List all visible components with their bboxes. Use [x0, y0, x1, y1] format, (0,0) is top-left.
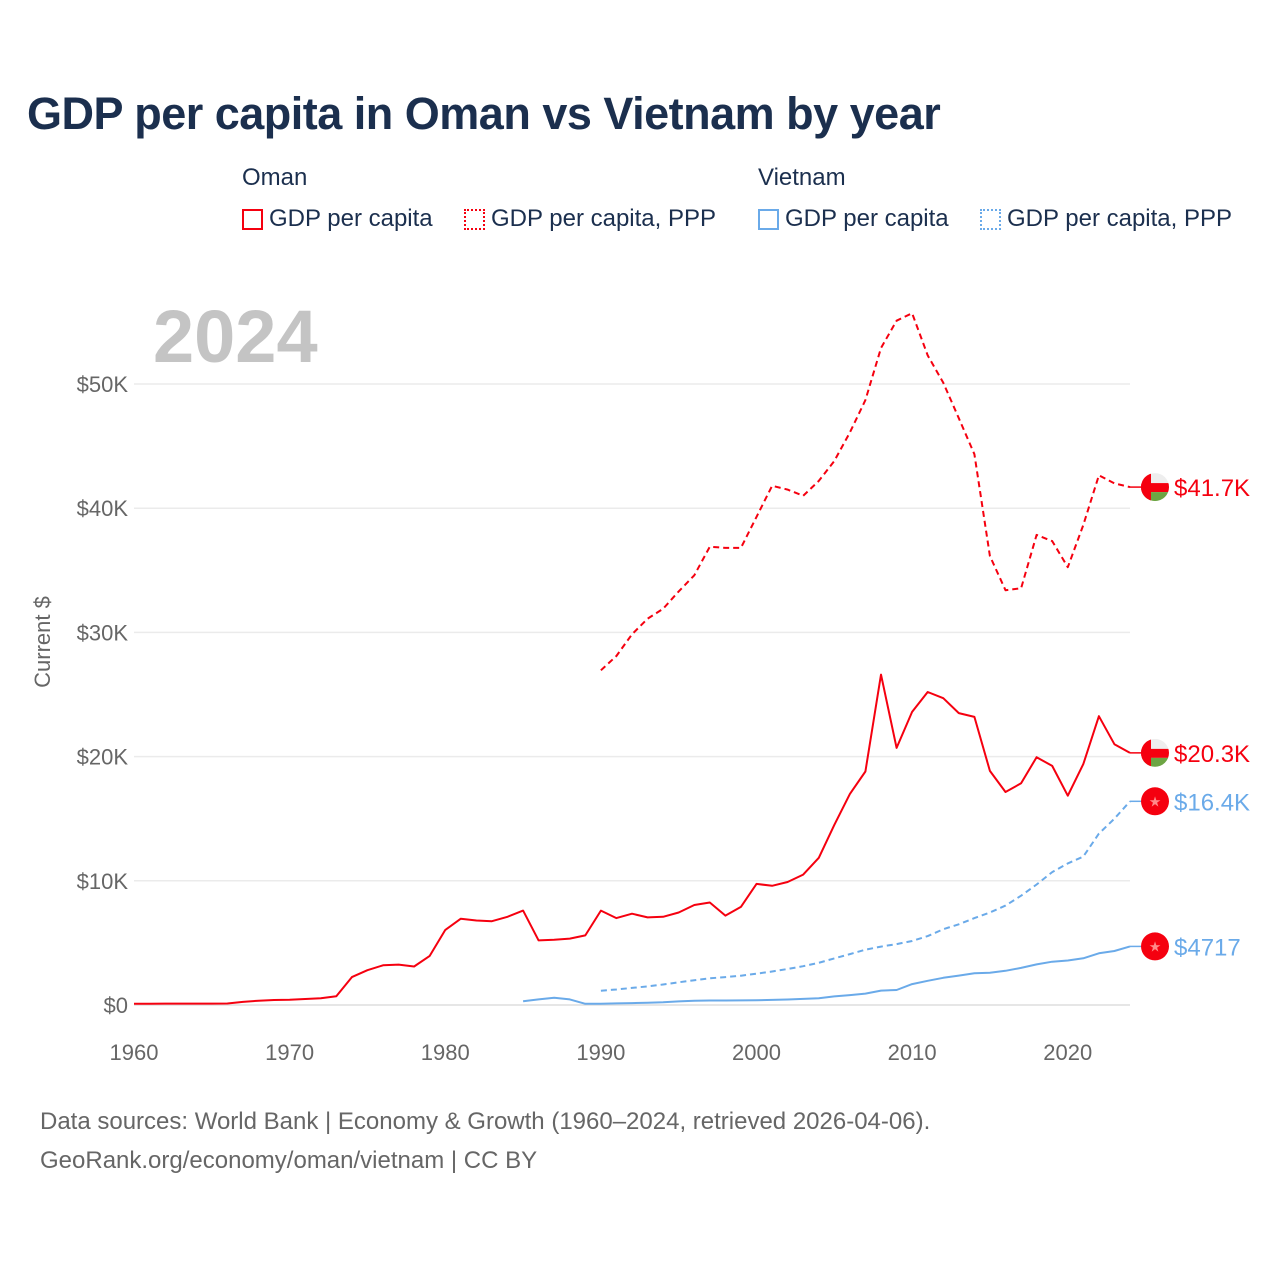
- svg-text:★: ★: [1149, 938, 1162, 954]
- y-tick-label: $40K: [77, 496, 129, 521]
- legend-item-oman-ppp[interactable]: GDP per capita, PPP: [464, 205, 716, 233]
- legend-item-vietnam-gdp[interactable]: GDP per capita: [758, 205, 949, 233]
- source-line-1: Data sources: World Bank | Economy & Gro…: [40, 1108, 931, 1135]
- legend-item-vietnam-ppp[interactable]: GDP per capita, PPP: [980, 205, 1232, 233]
- legend-label: GDP per capita: [785, 205, 949, 232]
- oman-flag-icon: [1141, 738, 1169, 767]
- legend-swatch-solid: [242, 208, 263, 230]
- end-label-oman: $20.3K: [1130, 738, 1250, 768]
- end-label-vietnam: ★ $16.4K: [1130, 787, 1250, 816]
- y-tick-label: $50K: [77, 372, 129, 397]
- svg-text:★: ★: [1149, 793, 1162, 809]
- year-watermark: 2024: [153, 295, 318, 378]
- x-tick-label: 1980: [421, 1040, 470, 1065]
- y-axis-label: Current $: [30, 596, 55, 688]
- x-tick-label: 1970: [265, 1040, 314, 1065]
- x-tick-label: 2020: [1043, 1040, 1092, 1065]
- legend-label: GDP per capita, PPP: [491, 205, 716, 232]
- series-line: [522, 945, 1131, 1005]
- y-tick-label: $10K: [77, 869, 129, 894]
- series-line: [134, 673, 1131, 1005]
- y-tick-label: $0: [104, 993, 128, 1018]
- legend-item-oman-gdp[interactable]: GDP per capita: [242, 205, 433, 233]
- legend-swatch-dotted: [464, 208, 485, 230]
- legend-swatch-dotted: [980, 208, 1001, 230]
- vietnam-flag-icon: ★: [1141, 787, 1169, 816]
- series-line: [600, 312, 1131, 672]
- y-tick-label: $30K: [77, 620, 129, 645]
- x-tick-label: 1990: [576, 1040, 625, 1065]
- end-value-label: $20.3K: [1174, 741, 1250, 768]
- y-tick-label: $20K: [77, 745, 129, 770]
- legend-country-vietnam: Vietnam: [758, 164, 846, 191]
- x-tick-label: 1960: [110, 1040, 159, 1065]
- legend-swatch-solid: [758, 208, 779, 230]
- legend-country-oman: Oman: [242, 164, 308, 191]
- end-value-label: $16.4K: [1174, 789, 1250, 816]
- end-value-label: $4717: [1174, 934, 1241, 961]
- end-label-vietnam: ★ $4717: [1130, 932, 1241, 961]
- x-tick-label: 2000: [732, 1040, 781, 1065]
- end-value-label: $41.7K: [1174, 475, 1250, 502]
- end-label-oman: $41.7K: [1130, 473, 1250, 502]
- legend-label: GDP per capita: [269, 205, 433, 232]
- oman-flag-icon: [1141, 473, 1169, 502]
- vietnam-flag-icon: ★: [1141, 932, 1169, 961]
- legend-label: GDP per capita, PPP: [1007, 205, 1232, 232]
- chart-title: GDP per capita in Oman vs Vietnam by yea…: [27, 88, 941, 139]
- source-line-2[interactable]: GeoRank.org/economy/oman/vietnam | CC BY: [40, 1147, 538, 1174]
- x-tick-label: 2010: [888, 1040, 937, 1065]
